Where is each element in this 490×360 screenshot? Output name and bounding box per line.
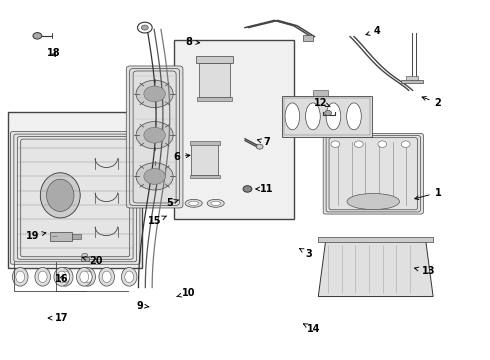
Text: 10: 10 <box>176 288 196 298</box>
Bar <box>282 96 372 137</box>
Ellipse shape <box>83 271 92 283</box>
Bar <box>406 76 418 80</box>
FancyBboxPatch shape <box>323 134 423 214</box>
Ellipse shape <box>102 271 111 283</box>
Text: 8: 8 <box>185 37 200 47</box>
Bar <box>49 232 72 241</box>
Text: 2: 2 <box>422 96 441 108</box>
Text: 18: 18 <box>47 48 60 58</box>
Text: 15: 15 <box>148 216 167 226</box>
Ellipse shape <box>306 103 320 130</box>
Text: 3: 3 <box>299 248 312 258</box>
FancyBboxPatch shape <box>126 66 183 208</box>
Ellipse shape <box>47 179 74 211</box>
Ellipse shape <box>57 271 66 283</box>
Circle shape <box>142 25 148 30</box>
Bar <box>190 141 220 145</box>
Text: 16: 16 <box>55 274 69 284</box>
Text: 7: 7 <box>257 138 270 147</box>
Circle shape <box>136 122 173 149</box>
Ellipse shape <box>189 201 198 206</box>
Ellipse shape <box>38 271 47 283</box>
Ellipse shape <box>61 271 70 283</box>
Ellipse shape <box>347 193 399 210</box>
Bar <box>174 40 294 220</box>
Text: 9: 9 <box>137 301 149 311</box>
Circle shape <box>243 186 252 192</box>
Bar <box>81 257 89 261</box>
Circle shape <box>144 127 165 143</box>
Bar <box>303 35 314 41</box>
Text: 19: 19 <box>25 231 46 240</box>
Ellipse shape <box>125 271 134 283</box>
Bar <box>8 112 143 268</box>
Circle shape <box>325 111 331 116</box>
Text: 17: 17 <box>48 313 69 323</box>
Ellipse shape <box>285 103 300 130</box>
Text: 5: 5 <box>166 198 178 208</box>
Bar <box>401 80 423 83</box>
Circle shape <box>331 141 340 147</box>
Circle shape <box>138 22 152 33</box>
Ellipse shape <box>80 271 89 283</box>
Bar <box>318 237 433 242</box>
Ellipse shape <box>326 103 341 130</box>
Bar <box>196 56 233 63</box>
Bar <box>190 175 220 178</box>
Text: 14: 14 <box>303 324 320 334</box>
Ellipse shape <box>122 267 137 286</box>
Bar <box>198 63 230 97</box>
Bar <box>197 97 232 101</box>
Ellipse shape <box>211 201 220 206</box>
Ellipse shape <box>40 173 80 218</box>
Circle shape <box>144 168 165 184</box>
Circle shape <box>401 141 410 147</box>
Circle shape <box>136 163 173 190</box>
Ellipse shape <box>16 271 24 283</box>
Circle shape <box>354 141 363 147</box>
Ellipse shape <box>76 267 92 286</box>
Ellipse shape <box>207 199 224 207</box>
Text: 20: 20 <box>82 256 103 266</box>
Ellipse shape <box>82 253 88 257</box>
Ellipse shape <box>99 267 115 286</box>
Bar <box>313 90 328 96</box>
Polygon shape <box>318 241 433 297</box>
Text: 4: 4 <box>366 26 380 36</box>
Ellipse shape <box>80 267 96 286</box>
Text: 6: 6 <box>173 152 190 162</box>
Ellipse shape <box>12 267 28 286</box>
Text: 13: 13 <box>415 266 435 276</box>
Circle shape <box>378 141 387 147</box>
Ellipse shape <box>35 267 50 286</box>
Text: 11: 11 <box>256 184 274 194</box>
Ellipse shape <box>346 103 361 130</box>
Ellipse shape <box>256 144 263 149</box>
Circle shape <box>33 33 42 39</box>
Circle shape <box>136 80 173 108</box>
FancyBboxPatch shape <box>10 132 140 264</box>
Ellipse shape <box>185 199 202 207</box>
Bar <box>191 144 218 175</box>
Text: 1: 1 <box>415 188 441 200</box>
Bar <box>72 234 81 239</box>
Text: 12: 12 <box>314 98 330 108</box>
Ellipse shape <box>57 267 73 286</box>
Circle shape <box>144 86 165 102</box>
Bar <box>284 98 369 135</box>
Ellipse shape <box>54 267 70 286</box>
